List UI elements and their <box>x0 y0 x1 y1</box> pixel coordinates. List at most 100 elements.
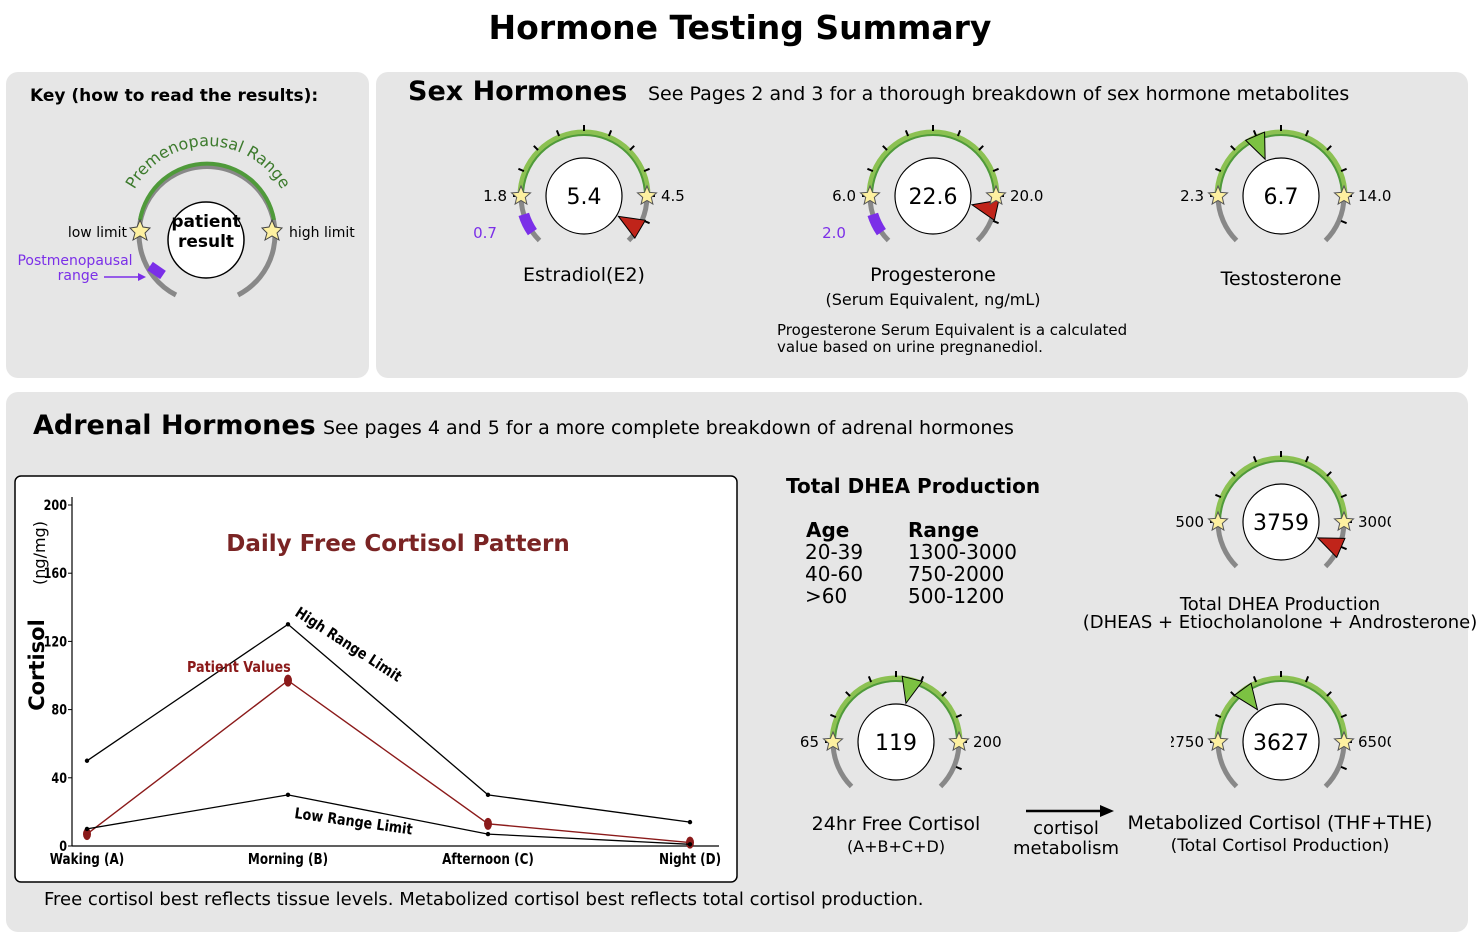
key-range-arc <box>138 161 276 221</box>
gauge-marker-icon <box>970 199 1000 222</box>
gauge-tick <box>1230 471 1236 477</box>
gauge-value-circle <box>1242 483 1320 561</box>
testosterone-label: Testosterone <box>1220 268 1342 290</box>
gauge-marker-icon <box>617 215 647 239</box>
gauge-high-star-icon <box>1333 510 1355 532</box>
gauge-postmeno-label: 0.3-2.0 <box>823 224 846 242</box>
chart-x-tick-label: Afternoon (C) <box>442 851 534 869</box>
chart-y-tick-label: 160 <box>44 565 68 582</box>
key-result-circle <box>167 201 245 279</box>
gauge-high-limit: 6500 <box>1358 733 1391 751</box>
key-low-star-icon <box>128 218 152 242</box>
chart-y-tick-label: 80 <box>51 701 67 718</box>
gauge-range-light <box>517 129 651 197</box>
key-heading: Key (how to read the results): <box>30 86 319 106</box>
chart-ylabel-unit: (ng/mg) <box>30 521 49 585</box>
chart-patient-point <box>484 817 492 830</box>
key-high-star-icon <box>260 218 284 242</box>
gauge-low-limit: 65 <box>800 733 819 751</box>
gauge-tick <box>1252 456 1258 463</box>
dhea-heading: Total DHEA Production <box>786 474 1041 498</box>
range-row-1: 1300-3000 <box>908 540 1018 564</box>
gauge-low-limit: 500 <box>1175 513 1204 531</box>
progesterone-label: Progesterone <box>870 264 996 286</box>
page-title: Hormone Testing Summary <box>488 8 992 47</box>
progesterone-note-2: value based on urine pregnanediol. <box>777 338 1043 356</box>
chart-ylabel: Cortisol <box>25 619 49 711</box>
arrow-label-2: metabolism <box>1012 838 1120 859</box>
key-low-label: low limit <box>68 225 128 241</box>
chart-range-point <box>84 758 90 763</box>
gauge-low-limit: 2.3 <box>1180 187 1204 205</box>
free-cortisol-label: 24hr Free Cortisol <box>811 813 981 835</box>
gauge-marker-icon <box>1316 537 1346 559</box>
gauge-tick <box>1230 145 1236 151</box>
chart-y-tick-label: 200 <box>44 497 68 514</box>
gauge-tick <box>830 713 837 719</box>
gauge-low-star-icon <box>1207 730 1229 752</box>
gauge-tick <box>845 691 851 697</box>
chart-range-point <box>285 792 291 798</box>
range-row-2: 750-2000 <box>908 562 1005 586</box>
gauge-low-star-icon <box>1207 510 1229 532</box>
gauge-tick <box>1215 713 1222 719</box>
gauge-tick <box>1340 545 1347 551</box>
gauge-range-light <box>866 129 1000 197</box>
gauge-tick <box>518 167 525 173</box>
free-cortisol-sublabel: (A+B+C+D) <box>846 837 946 856</box>
chart-series-line <box>86 623 691 823</box>
testosterone-gauge: 6.7 2.3 14.0 <box>1180 125 1391 243</box>
gauge-tick <box>1340 219 1347 225</box>
chart-patient-annotation: Patient Values <box>187 659 291 676</box>
gauge-high-limit: 20.0 <box>1010 187 1043 205</box>
age-row-2: 40-60 <box>805 562 864 586</box>
gauge-high-star-icon <box>1333 730 1355 752</box>
gauge-tick <box>643 167 650 173</box>
chart-range-point <box>687 842 693 847</box>
gauge-low-limit: 2750 <box>1171 733 1204 751</box>
gauge-high-limit: 3000 <box>1358 513 1391 531</box>
gauge-tick <box>978 145 984 151</box>
gauge-tick <box>941 691 947 697</box>
gauge-high-star-icon <box>636 184 658 206</box>
gauge-postmeno-bar <box>518 212 538 236</box>
gauge-tick <box>956 130 962 137</box>
chart-x-tick-label: Night (D) <box>659 851 721 869</box>
sex-hormones-subtitle: See Pages 2 and 3 for a thorough breakdo… <box>648 83 1350 105</box>
chart-y-tick-label: 120 <box>44 633 68 650</box>
chart-range-point <box>84 826 90 832</box>
gauge-tick <box>1326 145 1332 151</box>
gauge-high-limit: 14.0 <box>1358 187 1391 205</box>
gauge-range-dark <box>871 134 995 197</box>
gauge-high-limit: 4.5 <box>661 187 685 205</box>
key-postmeno-bar <box>147 261 166 280</box>
gauge-tick <box>955 765 962 771</box>
key-result-text: result <box>178 232 234 252</box>
age-row-1: 20-39 <box>805 540 864 564</box>
chart-y-tick-label: 0 <box>59 838 67 855</box>
gauge-value: 3759 <box>1253 511 1309 536</box>
key-high-label: high limit <box>289 225 355 241</box>
range-header: Range <box>908 518 980 542</box>
progesterone-gauge: 0.3-2.0 22.6 6.0 20.0 <box>823 125 1043 243</box>
gauge-tick <box>867 676 873 683</box>
chart-y-tick-label: 40 <box>51 770 67 787</box>
gauge-range-light <box>1214 455 1348 523</box>
gauge-value-circle <box>894 157 972 235</box>
chart-range-point <box>485 792 491 798</box>
gauge-tick <box>1304 456 1310 463</box>
cortisol-chart: 0 40 80 120 160 200 Waking (A) Morning (B) After… <box>14 475 738 883</box>
free-cortisol-gauge: 119 65 200 <box>800 671 1002 789</box>
gauge-tick <box>1340 765 1347 771</box>
gauge-tick <box>1326 691 1332 697</box>
gauge-tick <box>1340 493 1347 499</box>
gauge-tick <box>629 145 635 151</box>
key-postmeno-arrowhead-icon <box>138 273 146 281</box>
gauge-range-dark <box>1219 460 1343 523</box>
gauge-tick <box>992 219 999 225</box>
gauge-value: 3627 <box>1253 731 1309 756</box>
gauge-marker-icon <box>1233 682 1259 711</box>
gauge-range-dark <box>522 134 646 197</box>
gauge-range-light <box>1214 675 1348 743</box>
gauge-range-light <box>829 675 963 743</box>
